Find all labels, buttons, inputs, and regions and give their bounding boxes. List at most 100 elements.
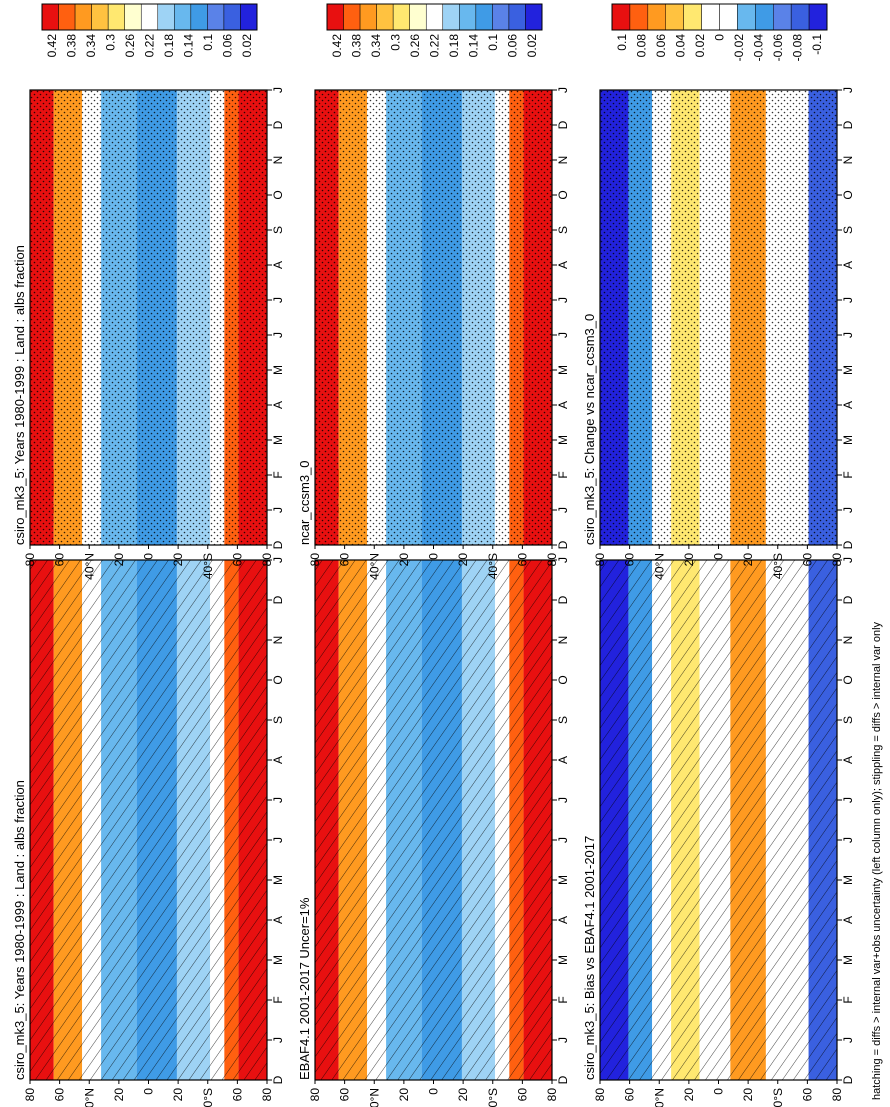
month-tick-label: S [841, 716, 855, 724]
colorbar-tick-label: 0.22 [143, 34, 157, 58]
colorbar-swatch [376, 3, 394, 31]
lat-tick-label: 20 [112, 1088, 126, 1102]
month-tick-label: D [841, 1075, 855, 1084]
month-tick-label: J [271, 837, 285, 843]
month-tick-label: M [271, 875, 285, 885]
lat-tick-label: 20 [397, 553, 411, 567]
month-tick-label: J [556, 507, 570, 513]
lat-tick-label: 80 [545, 1088, 559, 1102]
month-tick-label: M [841, 365, 855, 375]
lat-tick-label: 40°S [486, 553, 500, 579]
lat-tick-label: 60 [515, 1088, 529, 1102]
month-tick-label: S [556, 716, 570, 724]
colorbar-tick-label: 0.34 [369, 34, 383, 58]
month-tick-label: D [271, 595, 285, 604]
lat-tick-label: 40°S [771, 553, 785, 579]
stippling-overlay [600, 90, 837, 545]
colorbar-swatch [611, 3, 631, 31]
lat-tick-label: 80 [830, 1088, 844, 1102]
colorbar-swatch [174, 3, 192, 31]
month-tick-label: J [841, 297, 855, 303]
month-tick-label: J [556, 87, 570, 93]
colorbar-swatch [41, 3, 59, 31]
colorbar-tick-label: 0.18 [447, 34, 461, 58]
colorbar-tick-label: 0.02 [693, 34, 707, 58]
month-tick-label: A [271, 756, 285, 764]
colorbar-tick-label: 0.38 [349, 34, 363, 58]
month-tick-label: O [556, 675, 570, 684]
month-tick-label: M [556, 435, 570, 445]
colorbar-swatch [392, 3, 410, 31]
lat-tick-label: 20 [682, 553, 696, 567]
month-tick-label: A [556, 261, 570, 269]
month-tick-label: N [271, 636, 285, 645]
month-tick-label: M [556, 875, 570, 885]
colorbar-tick-label: 0.06 [221, 34, 235, 58]
month-tick-label: N [841, 636, 855, 645]
month-tick-label: A [841, 756, 855, 764]
colorbar-tick-label: 0.14 [467, 34, 481, 58]
colorbar-tick-label: -0.06 [771, 34, 785, 62]
lat-tick-label: 0 [712, 1088, 726, 1095]
month-tick-label: J [271, 1037, 285, 1043]
month-tick-label: J [556, 297, 570, 303]
lat-tick-label: 40°N [652, 553, 666, 580]
lat-tick-label: 20 [456, 1088, 470, 1102]
colorbar-tick-label: 0.18 [162, 34, 176, 58]
colorbar-tick-label: 0.1 [201, 34, 215, 51]
colorbar-tick-label: -0.1 [810, 34, 824, 55]
month-tick-label: A [556, 756, 570, 764]
colorbar: 0.1 0.08 0.06 0.04 0.02 0 -0.02 -0.04 -0.06 -0.08… [611, 3, 828, 62]
month-tick-label: M [556, 365, 570, 375]
month-tick-label: O [556, 190, 570, 199]
lat-tick-label: 80 [308, 553, 322, 567]
panel-title: ncar_ccsm3_0 [297, 460, 312, 545]
colorbar-tick-label: 0.06 [506, 34, 520, 58]
lat-tick-label: 80 [593, 553, 607, 567]
colorbar-swatch [442, 3, 460, 31]
lat-tick-label: 60 [338, 553, 352, 567]
month-tick-label: S [556, 226, 570, 234]
month-tick-label: D [556, 595, 570, 604]
colorbar-swatch [719, 3, 738, 31]
lat-tick-label: 40°N [82, 553, 96, 580]
lat-tick-label: 20 [741, 1088, 755, 1102]
colorbar-swatch [157, 3, 175, 31]
month-tick-label: S [271, 716, 285, 724]
month-tick-label: D [271, 120, 285, 129]
month-tick-label: N [556, 156, 570, 165]
colorbar-tick-label: 0.02 [240, 34, 254, 58]
colorbar-tick-label: 0.42 [330, 34, 344, 58]
colorbar-swatch [647, 3, 666, 31]
month-tick-label: O [841, 675, 855, 684]
month-tick-label: S [271, 226, 285, 234]
month-tick-label: F [271, 996, 285, 1003]
colorbar-swatch [124, 3, 142, 31]
month-tick-label: M [841, 955, 855, 965]
month-tick-label: J [841, 87, 855, 93]
month-tick-label: J [841, 557, 855, 563]
lat-tick-label: 40°S [771, 1088, 785, 1107]
month-tick-label: A [271, 916, 285, 924]
colorbar-swatch [207, 3, 225, 31]
colorbar-tick-label: 0 [713, 34, 727, 41]
colorbar-tick-label: -0.02 [732, 34, 746, 62]
colorbar: 0.42 0.38 0.34 0.3 0.26 0.22 0.18 0.14 0.1 0.06 0.… [41, 3, 258, 58]
colorbar-swatch [737, 3, 756, 31]
lat-tick-label: 0 [427, 1088, 441, 1095]
colorbar-swatch [409, 3, 427, 31]
colorbar-tick-label: 0.02 [525, 34, 539, 58]
colorbar-tick-label: 0.26 [123, 34, 137, 58]
month-tick-label: A [556, 401, 570, 409]
month-tick-label: A [841, 401, 855, 409]
colorbar-frame [41, 3, 258, 31]
hatching-overlay [600, 560, 837, 1080]
month-tick-label: F [271, 471, 285, 478]
colorbar-swatch [755, 3, 774, 31]
colorbar-swatch [359, 3, 377, 31]
colorbar-tick-label: 0.22 [428, 34, 442, 58]
month-tick-label: O [271, 190, 285, 199]
month-tick-label: M [271, 435, 285, 445]
month-tick-label: F [841, 996, 855, 1003]
